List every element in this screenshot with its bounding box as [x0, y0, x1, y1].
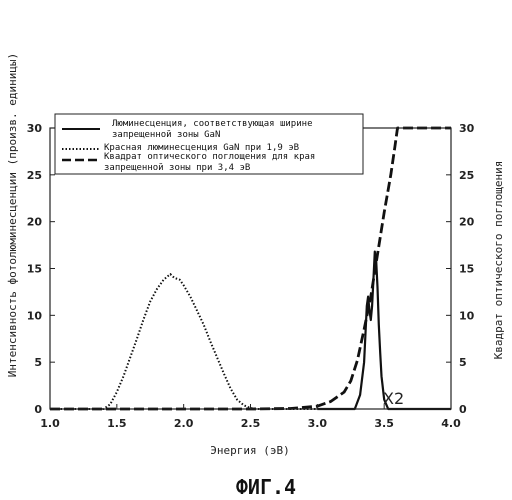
y-tick-label: 10 — [27, 309, 43, 322]
figure-caption: ФИГ.4 — [236, 475, 296, 499]
y2-tick-label: 20 — [459, 216, 475, 229]
y2-tick-label: 5 — [459, 356, 467, 369]
legend-label-line-3b: запрещенной зоны при 3,4 эВ — [104, 163, 250, 173]
series-line-solid — [317, 252, 451, 409]
y-axis-label: Интенсивность фотолюминесценции (произв.… — [6, 53, 19, 378]
y-tick-label: 5 — [34, 356, 42, 369]
y-tick-label: 15 — [27, 263, 42, 276]
legend: Люминесценция, соответствующая ширине за… — [55, 114, 363, 174]
y2-tick-label: 10 — [459, 309, 475, 322]
annotation-x2: X2 — [383, 389, 404, 408]
series-line-dotted — [50, 274, 317, 409]
y2-tick-label: 0 — [459, 403, 467, 416]
x-axis-label: Энергия (эВ) — [210, 444, 289, 457]
y2-tick-label: 30 — [459, 122, 475, 135]
y2-tick-label: 15 — [459, 263, 474, 276]
x-tick-label: 2.5 — [241, 417, 261, 430]
x-tick-label: 3.5 — [374, 417, 394, 430]
x-tick-label: 1.5 — [107, 417, 127, 430]
y2-axis-label: Квадрат оптического поглощения — [492, 161, 505, 360]
y-tick-label: 30 — [27, 122, 43, 135]
x-tick-label: 2.0 — [174, 417, 194, 430]
y-tick-label: 20 — [27, 216, 43, 229]
y2-tick-label: 25 — [459, 169, 474, 182]
x-tick-label: 4.0 — [441, 417, 461, 430]
legend-label-line-1b: запрещенной зоны GaN — [112, 130, 220, 140]
x-tick-label: 3.0 — [308, 417, 328, 430]
y-tick-label: 25 — [27, 169, 42, 182]
x-tick-label: 1.0 — [40, 417, 60, 430]
y-tick-label: 0 — [34, 403, 42, 416]
legend-label-line-1a: Люминесценция, соответствующая ширине — [112, 119, 312, 129]
legend-label-line-3a: Квадрат оптического поглощения для края — [104, 152, 315, 162]
